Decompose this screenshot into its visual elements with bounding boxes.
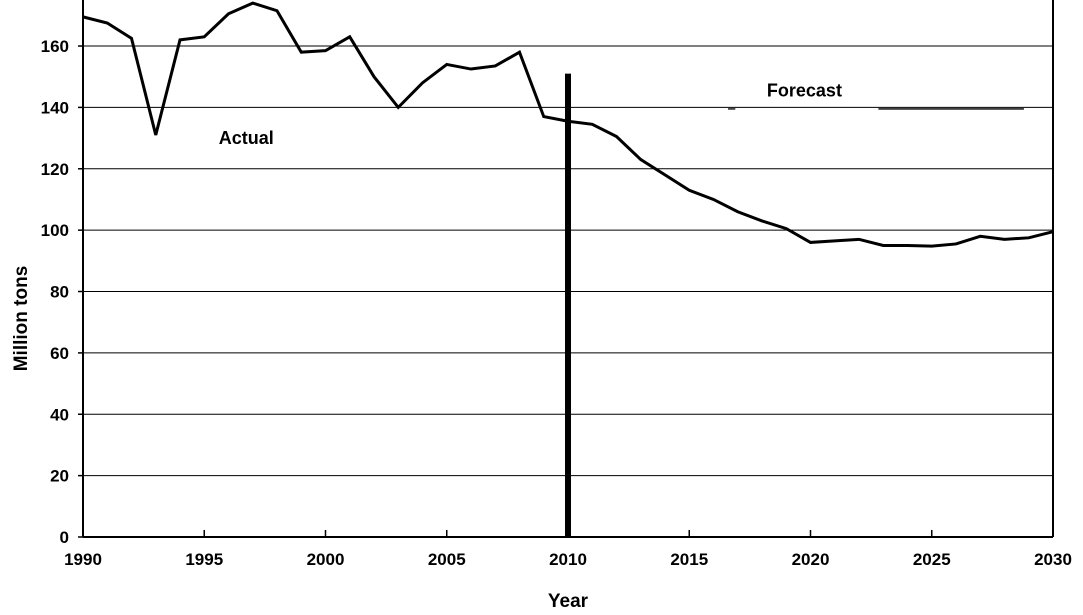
actual-label: Actual [219, 128, 274, 148]
y-tick-label-140: 140 [41, 98, 69, 117]
y-tick-label-0: 0 [60, 528, 69, 547]
annotations: Actual Forecast [219, 81, 1024, 148]
y-ticks: 0 20 40 60 80 100 120 140 160 [41, 37, 83, 547]
x-tick-label-2030: 2030 [1034, 550, 1072, 569]
x-tick-label-2015: 2015 [670, 550, 708, 569]
y-tick-label-160: 160 [41, 37, 69, 56]
x-tick-label-2000: 2000 [307, 550, 345, 569]
x-tick-label-2005: 2005 [428, 550, 466, 569]
x-tick-label-2020: 2020 [792, 550, 830, 569]
x-axis-title: Year [548, 591, 589, 612]
forecast-label: Forecast [767, 81, 842, 101]
x-tick-label-1990: 1990 [64, 550, 102, 569]
y-tick-label-20: 20 [50, 467, 69, 486]
y-tick-label-60: 60 [50, 344, 69, 363]
x-tick-label-1995: 1995 [185, 550, 223, 569]
x-ticks: 1990 1995 2000 2005 2010 2015 2020 2025 2030 [64, 530, 1072, 569]
y-axis-title: Million tons [11, 266, 32, 372]
y-tick-label-80: 80 [50, 283, 69, 302]
y-tick-label-120: 120 [41, 160, 69, 179]
y-tick-label-100: 100 [41, 221, 69, 240]
x-tick-label-2025: 2025 [913, 550, 951, 569]
y-tick-label-40: 40 [50, 405, 69, 424]
x-tick-label-2010: 2010 [549, 550, 587, 569]
